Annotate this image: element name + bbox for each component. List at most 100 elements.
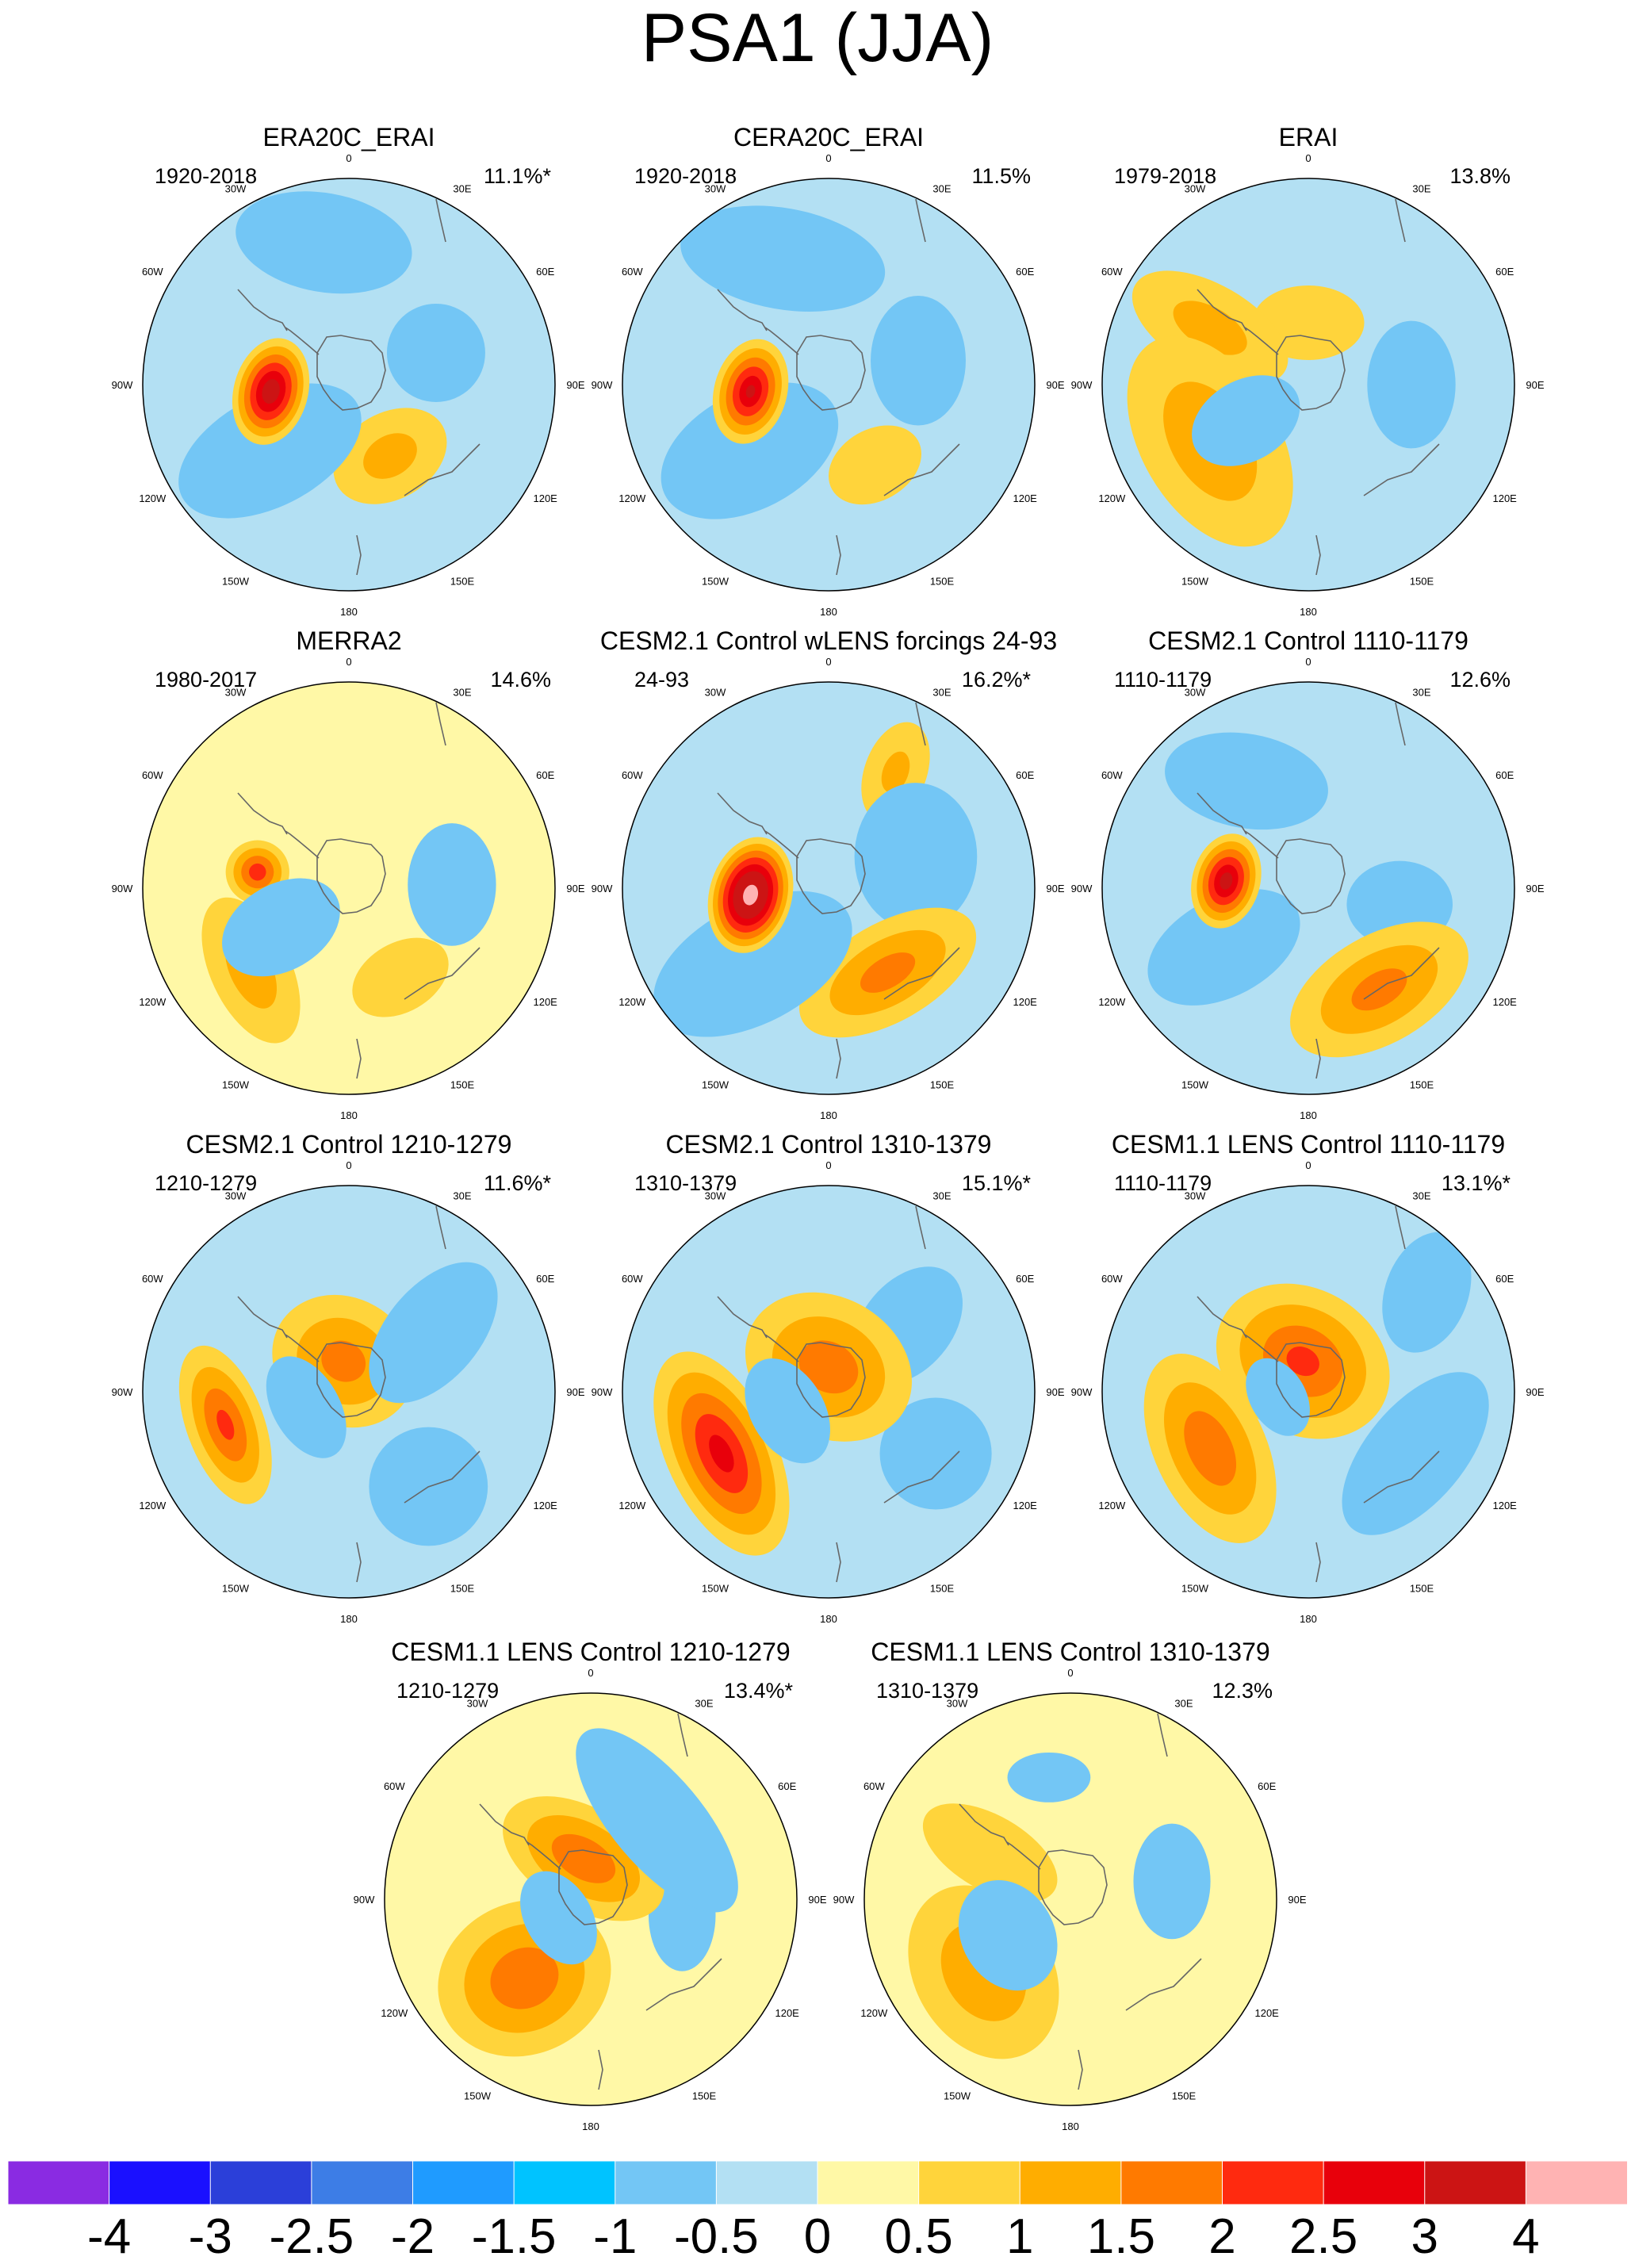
panel-title: CESM1.1 LENS Control 1310-1379 [871, 1638, 1270, 1666]
longitude-label: 150W [702, 1079, 729, 1091]
coastline [526, 1841, 561, 1870]
longitude-label: 60W [142, 1273, 163, 1285]
longitude-label: 0 [1305, 1159, 1311, 1171]
panel-variance: 11.1%* [483, 164, 551, 188]
contour-level [216, 1409, 235, 1440]
figure-title: PSA1 (JJA) [641, 0, 994, 76]
longitude-label: 90W [592, 1386, 613, 1398]
polar-map: 0 30E 60E 90E 120E 150E 180 150W 120W 90W 60W 30W [112, 152, 585, 618]
coastline [1197, 289, 1247, 331]
coastline [1315, 1038, 1321, 1079]
contour-level [352, 937, 449, 1017]
coastline [677, 1713, 688, 1757]
contour-level [1367, 320, 1456, 449]
longitude-label: 60E [1495, 266, 1514, 278]
longitude-label: 0 [1067, 1667, 1073, 1679]
coastline [836, 1542, 841, 1583]
coastline [237, 289, 288, 331]
longitude-label: 150E [1410, 1583, 1434, 1595]
coastline [1038, 1849, 1108, 1925]
coastline [404, 947, 481, 1000]
colorbar-tick-label: -4 [87, 2209, 132, 2264]
longitude-label: 90W [592, 883, 613, 895]
longitude-label: 180 [820, 1613, 837, 1625]
map-panel: ERA20C_ERAI 1920-2018 11.1%* 0 30E 60E 90E 120E… [112, 123, 585, 638]
panel-variance: 13.8% [1449, 164, 1511, 188]
contour-field [143, 1186, 555, 1598]
colorbar-tick-label: -0.5 [673, 2209, 759, 2264]
coastline [959, 1803, 1009, 1846]
map-border [1101, 681, 1515, 1095]
longitude-label: 90E [566, 379, 584, 391]
panel-period: 1979-2018 [1114, 164, 1217, 188]
longitude-label: 30E [1412, 182, 1430, 194]
panel-variance: 13.4%* [723, 1679, 793, 1703]
map-border [1101, 1185, 1515, 1599]
contour-level [680, 205, 886, 312]
coastline [1244, 1334, 1279, 1362]
longitude-label: 90W [1071, 379, 1093, 391]
coastline [1315, 534, 1321, 576]
longitude-label: 120W [139, 1500, 167, 1511]
contour-level [879, 1397, 992, 1510]
panel-period: 1980-2017 [155, 668, 258, 692]
coastline [764, 1334, 799, 1362]
coastline [764, 830, 799, 859]
coastline [316, 1342, 386, 1418]
longitude-label: 30E [932, 182, 951, 194]
polar-map: 0 30E 60E 90E 120E 150E 180 150W 120W 90W 60W 30W [1071, 1159, 1545, 1625]
colorbar-tick-label: 1 [1006, 2209, 1034, 2264]
panel-period: 1210-1279 [396, 1679, 500, 1703]
coastline [1276, 335, 1346, 411]
colorbar-tick-label: -2 [390, 2209, 435, 2264]
longitude-label: 120W [618, 1500, 646, 1511]
coastline [764, 327, 799, 355]
colorbar-tick-label: -1 [593, 2209, 638, 2264]
panel-period: 1110-1179 [1114, 1171, 1212, 1195]
colorbar-tick-label: -1.5 [471, 2209, 557, 2264]
longitude-label: 150W [702, 576, 729, 588]
longitude-label: 90W [1071, 1386, 1093, 1398]
colorbar-swatch [412, 2161, 515, 2205]
colorbar-swatch [1323, 2161, 1426, 2205]
polar-map: 0 30E 60E 90E 120E 150E 180 150W 120W 90W 60W 30W [1071, 152, 1545, 618]
longitude-label: 60W [622, 266, 643, 278]
longitude-label: 150W [1181, 1079, 1209, 1091]
longitude-label: 90E [1046, 379, 1064, 391]
longitude-label: 0 [825, 1159, 831, 1171]
colorbar-tick-label: 2.5 [1289, 2209, 1358, 2264]
coastline [404, 1450, 481, 1504]
longitude-label: 120E [1254, 2007, 1279, 2019]
contour-level [249, 863, 266, 881]
longitude-label: 150W [702, 1583, 729, 1595]
map-panel: CESM2.1 Control 1110-1179 1110-1179 12.6% 0… [1071, 626, 1545, 1142]
panel-variance: 13.1%* [1441, 1171, 1511, 1195]
longitude-label: 150E [450, 1583, 475, 1595]
longitude-label: 30E [453, 686, 471, 698]
longitude-label: 150W [1181, 576, 1209, 588]
contour-level [178, 383, 362, 519]
longitude-label: 30E [453, 182, 471, 194]
longitude-label: 120E [1492, 492, 1517, 504]
polar-map: 0 30E 60E 90E 120E 150E 180 150W 120W 90W 60W 30W [592, 1159, 1065, 1625]
colorbar [8, 2161, 1627, 2205]
coastline [1244, 830, 1279, 859]
colorbar-tick-label: 1.5 [1086, 2209, 1155, 2264]
contour-field [622, 1186, 1035, 1598]
coastline [1125, 1958, 1202, 2011]
longitude-label: 60W [142, 266, 163, 278]
panel-period: 1110-1179 [1114, 668, 1212, 692]
contour-level [798, 1340, 859, 1394]
longitude-label: 180 [820, 606, 837, 618]
contour-level [1133, 1823, 1211, 1940]
longitude-label: 30E [1412, 686, 1430, 698]
map-border [142, 178, 556, 592]
coastline [285, 830, 320, 859]
map-panel: CESM2.1 Control 1210-1279 1210-1279 11.6%*… [112, 1130, 585, 1645]
colorbar-swatch [918, 2161, 1021, 2205]
longitude-label: 180 [820, 1109, 837, 1121]
panel-period: 1210-1279 [155, 1171, 258, 1195]
coastline [1395, 702, 1406, 746]
coastline [435, 198, 446, 243]
panel-title: CERA20C_ERAI [733, 123, 925, 151]
